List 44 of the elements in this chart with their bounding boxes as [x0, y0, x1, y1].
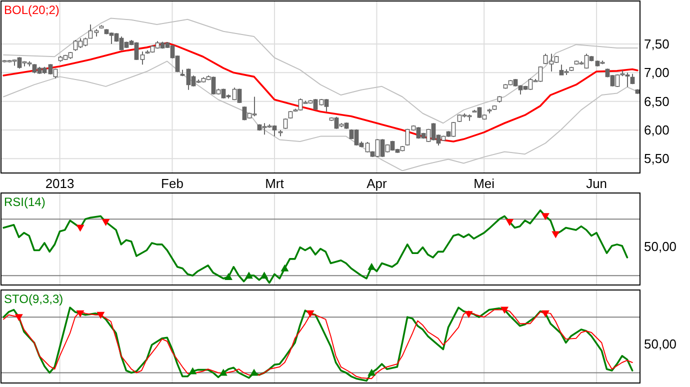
y-tick-label: 7,50: [644, 36, 670, 52]
x-tick-label: Feb: [161, 176, 184, 191]
chart-title: STO(9,3,3): [4, 292, 64, 306]
point: [541, 213, 550, 220]
x-tick-label: Apr: [366, 176, 388, 191]
point: [306, 310, 314, 318]
y-tick-label: 6,50: [644, 94, 670, 109]
point: [464, 311, 473, 318]
x-tick-label: Mei: [474, 176, 495, 191]
x-tick-label: Mrt: [265, 176, 284, 191]
point: [76, 310, 84, 318]
text: 50,00: [644, 336, 677, 352]
point: [500, 306, 509, 314]
point: [368, 262, 376, 270]
point: [250, 368, 258, 376]
x-tick-label: 2013: [45, 176, 74, 191]
point: [219, 368, 228, 376]
line-series: [3, 18, 638, 124]
point: [188, 367, 197, 374]
chart-title: BOL(20;2): [4, 3, 60, 17]
line-series: [3, 60, 638, 172]
point: [552, 231, 560, 238]
text: 50,00: [644, 239, 677, 254]
y-tick-label: 7,00: [644, 65, 670, 80]
point: [102, 218, 110, 226]
point: [506, 218, 514, 226]
y-tick-label: 6,00: [644, 122, 670, 138]
point: [14, 314, 23, 322]
point: [244, 272, 253, 279]
point: [280, 264, 289, 272]
candlestick: [405, 128, 410, 146]
y-tick-label: 5,50: [644, 151, 670, 166]
point: [96, 312, 105, 319]
candlestick: [140, 50, 145, 66]
point: [260, 272, 268, 279]
chart-title: RSI(14): [4, 195, 46, 209]
point: [541, 310, 550, 318]
point: [368, 368, 376, 376]
line-series: [2, 42, 638, 142]
point: [76, 224, 84, 232]
candlestick: [283, 118, 288, 130]
x-tick-label: Jun: [586, 176, 608, 191]
point: [224, 273, 232, 280]
candlestick: [88, 24, 93, 39]
